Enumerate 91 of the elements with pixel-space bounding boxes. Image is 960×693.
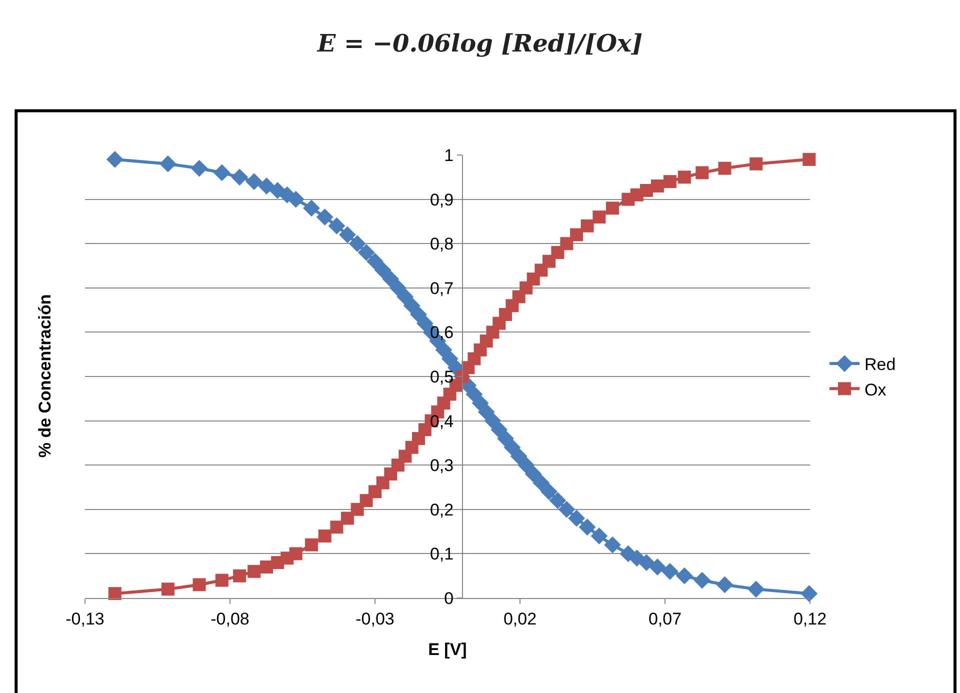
- point: [233, 569, 246, 582]
- point: [802, 152, 816, 166]
- x-tick-label: -0,03: [356, 609, 394, 628]
- y-tick-label: 0,1: [430, 544, 454, 564]
- point: [592, 210, 606, 224]
- point: [159, 155, 176, 172]
- point: [374, 262, 392, 279]
- point: [551, 246, 564, 259]
- point: [532, 474, 550, 492]
- point: [358, 244, 375, 261]
- point: [435, 341, 452, 358]
- point: [340, 512, 354, 525]
- point: [570, 228, 584, 242]
- point: [472, 394, 489, 412]
- point: [403, 297, 420, 314]
- point: [663, 175, 676, 188]
- y-tick-label: 0,3: [430, 456, 454, 476]
- point: [190, 160, 208, 177]
- point: [649, 558, 666, 576]
- x-tick-label: 0,12: [793, 609, 827, 628]
- legend-label: Red: [864, 355, 896, 374]
- point: [540, 483, 558, 500]
- legend-label: Ox: [864, 380, 887, 400]
- point: [604, 536, 621, 554]
- point: [258, 178, 275, 194]
- point: [580, 219, 594, 232]
- point: [330, 520, 344, 534]
- point: [318, 529, 332, 542]
- point: [716, 576, 734, 594]
- point: [650, 180, 664, 193]
- point: [328, 217, 346, 234]
- chart-title: E = −0.06log [Red]/[Ox]: [316, 28, 643, 58]
- point: [606, 202, 620, 215]
- point: [248, 564, 261, 578]
- point: [192, 578, 206, 592]
- point: [389, 279, 406, 296]
- point: [578, 518, 596, 536]
- point: [350, 502, 364, 516]
- point: [750, 157, 763, 170]
- point: [800, 585, 818, 602]
- point: [246, 173, 263, 190]
- point: [676, 567, 693, 584]
- y-tick-label: 0,5: [430, 367, 454, 386]
- point: [108, 587, 122, 600]
- y-tick-label: 0,9: [430, 190, 454, 210]
- point: [518, 456, 535, 474]
- point: [289, 547, 302, 560]
- point: [638, 554, 655, 572]
- point: [558, 500, 576, 518]
- point: [303, 200, 320, 217]
- y-tick-label: 1: [444, 146, 454, 165]
- point: [497, 430, 514, 447]
- point: [510, 448, 528, 465]
- y-tick-label: 0: [444, 588, 454, 608]
- point: [490, 421, 508, 438]
- point: [382, 270, 400, 288]
- point: [316, 208, 334, 226]
- point: [161, 582, 174, 596]
- point: [231, 168, 248, 186]
- point: [348, 235, 366, 252]
- point: [287, 190, 304, 208]
- point: [504, 438, 521, 456]
- point: [215, 574, 228, 587]
- y-tick-label: 0,8: [430, 234, 454, 254]
- point: [304, 538, 318, 552]
- point: [213, 164, 230, 182]
- point: [568, 510, 585, 527]
- point: [678, 170, 691, 184]
- point: [590, 528, 608, 544]
- point: [106, 150, 124, 168]
- point: [748, 580, 765, 598]
- point: [339, 226, 356, 244]
- x-tick-label: 0,07: [648, 609, 682, 628]
- point: [396, 288, 414, 306]
- point: [696, 166, 709, 180]
- y-tick-label: 0,2: [430, 500, 454, 520]
- point: [718, 162, 732, 175]
- y-tick-label: 0,7: [430, 278, 454, 298]
- point: [366, 252, 384, 270]
- point: [484, 412, 502, 430]
- point: [661, 562, 678, 580]
- point: [560, 237, 574, 250]
- y-axis-title: % de Concentración: [36, 294, 55, 458]
- x-tick-label: -0,13: [66, 609, 104, 628]
- point: [694, 572, 711, 589]
- point: [524, 466, 542, 482]
- x-axis-title: E [V]: [428, 640, 467, 659]
- x-tick-label: 0,02: [503, 609, 537, 628]
- point: [549, 492, 566, 509]
- x-tick-label: -0,08: [210, 609, 250, 628]
- point: [478, 403, 495, 420]
